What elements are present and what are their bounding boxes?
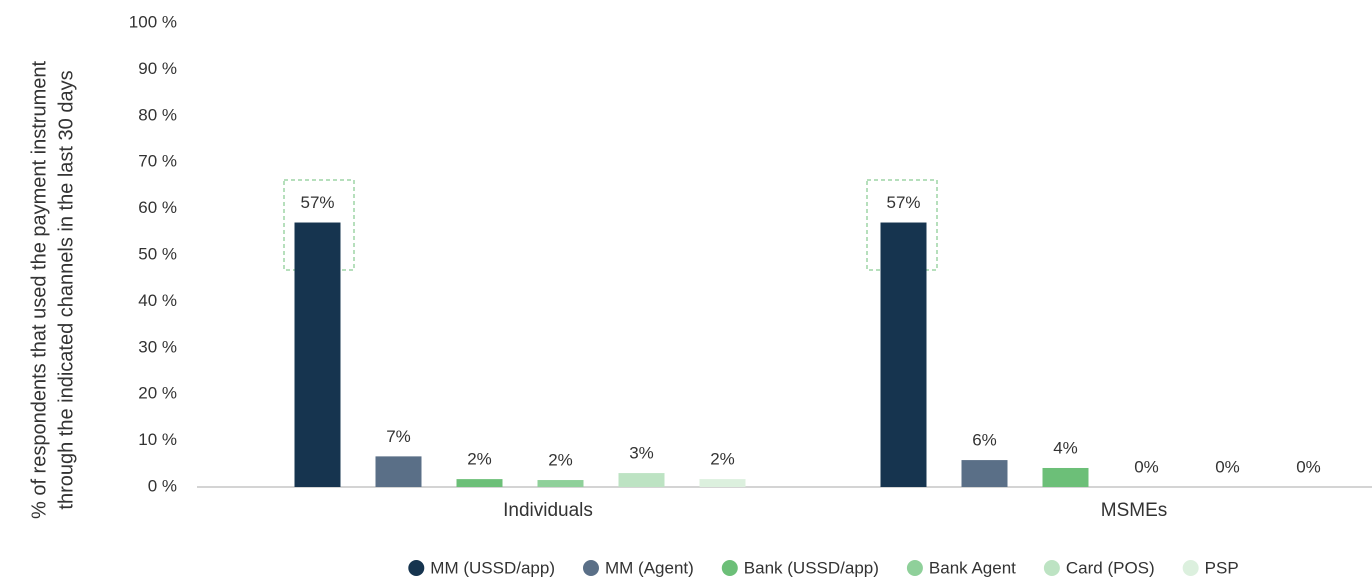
y-tick-label: 50 % bbox=[138, 244, 177, 263]
legend-label: Bank (USSD/app) bbox=[744, 558, 879, 577]
data-label: 3% bbox=[629, 444, 654, 463]
y-tick-label: 60 % bbox=[138, 198, 177, 217]
data-label: 0% bbox=[1215, 457, 1240, 476]
bar bbox=[294, 222, 341, 487]
bar bbox=[699, 479, 746, 487]
y-tick-label: 70 % bbox=[138, 152, 177, 171]
y-axis-title-line: through the indicated channels in the la… bbox=[55, 70, 77, 509]
data-label: 2% bbox=[548, 451, 573, 470]
legend-label: MM (Agent) bbox=[605, 558, 694, 577]
bar bbox=[961, 460, 1008, 487]
y-tick-label: 40 % bbox=[138, 291, 177, 310]
y-axis-title-line: % of respondents that used the payment i… bbox=[28, 61, 50, 519]
highlight-box bbox=[866, 179, 938, 271]
bar bbox=[880, 222, 927, 487]
legend-marker bbox=[408, 560, 425, 576]
highlight-box bbox=[283, 179, 355, 271]
x-tick-label: MSMEs bbox=[1101, 500, 1168, 521]
data-label: 2% bbox=[467, 450, 492, 469]
legend-label: MM (USSD/app) bbox=[430, 558, 555, 577]
x-tick-label: Individuals bbox=[503, 500, 593, 521]
y-tick-label: 30 % bbox=[138, 337, 177, 356]
legend-marker bbox=[582, 560, 599, 576]
data-label: 57% bbox=[300, 193, 334, 212]
legend-label: Card (POS) bbox=[1066, 558, 1155, 577]
legend-marker bbox=[906, 560, 923, 576]
legend-label: PSP bbox=[1205, 558, 1239, 577]
bar bbox=[375, 456, 422, 487]
bar bbox=[618, 473, 665, 487]
legend-marker bbox=[721, 560, 738, 576]
data-label: 6% bbox=[972, 431, 997, 450]
data-label: 57% bbox=[886, 193, 920, 212]
data-label: 0% bbox=[1296, 457, 1321, 476]
y-tick-label: 80 % bbox=[138, 105, 177, 124]
data-label: 0% bbox=[1134, 457, 1159, 476]
y-tick-label: 90 % bbox=[138, 59, 177, 78]
legend-marker bbox=[1043, 560, 1060, 576]
y-axis-title: % of respondents that used the payment i… bbox=[28, 61, 77, 519]
bar bbox=[537, 480, 584, 487]
y-tick-label: 20 % bbox=[138, 384, 177, 403]
data-label: 2% bbox=[710, 450, 735, 469]
data-label: 4% bbox=[1053, 438, 1078, 457]
bar bbox=[456, 479, 503, 487]
y-tick-label: 100 % bbox=[129, 12, 177, 31]
y-tick-label: 10 % bbox=[138, 430, 177, 449]
y-tick-label: 0 % bbox=[148, 476, 177, 495]
legend-label: Bank Agent bbox=[929, 558, 1016, 577]
legend-marker bbox=[1182, 560, 1199, 576]
bar bbox=[1042, 467, 1089, 487]
data-label: 7% bbox=[386, 427, 411, 446]
